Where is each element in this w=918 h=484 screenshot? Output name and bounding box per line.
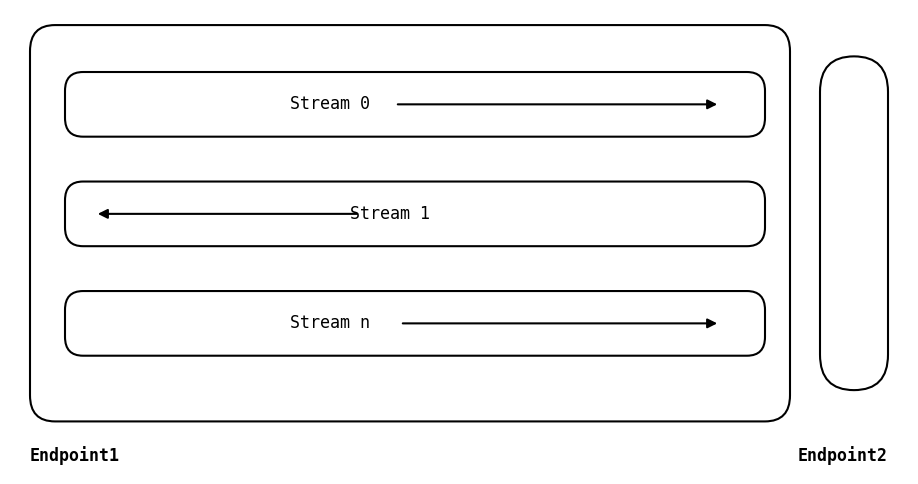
Text: Stream 1: Stream 1 <box>350 204 430 222</box>
FancyBboxPatch shape <box>65 291 765 356</box>
FancyBboxPatch shape <box>30 26 790 422</box>
FancyBboxPatch shape <box>820 57 888 390</box>
Text: Endpoint2: Endpoint2 <box>798 445 888 465</box>
Text: Stream n: Stream n <box>290 314 370 332</box>
Text: Stream 0: Stream 0 <box>290 95 370 113</box>
FancyBboxPatch shape <box>65 182 765 247</box>
FancyBboxPatch shape <box>65 73 765 137</box>
Text: Endpoint1: Endpoint1 <box>30 445 120 465</box>
